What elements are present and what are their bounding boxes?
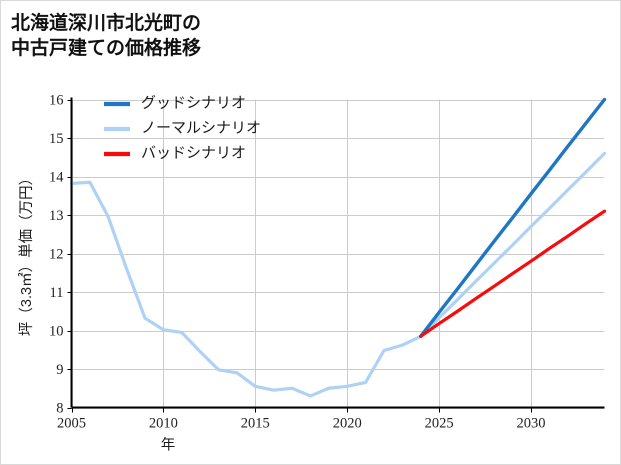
x-tick-label: 2005 [57, 416, 86, 432]
series-lines [69, 97, 607, 398]
axis-labels: 年 坪（3.3㎡）単価（万円） [18, 171, 175, 454]
legend-label-2: バッドシナリオ [141, 145, 246, 161]
page-title: 北海道深川市北光町の 中古戸建ての価格推移 [11, 13, 202, 60]
y-tick-label: 9 [56, 362, 63, 378]
legend-label-1: ノーマルシナリオ [141, 120, 261, 136]
x-axis-label: 年 [161, 437, 176, 454]
y-tick-label: 10 [49, 324, 64, 340]
y-tick-label: 8 [56, 401, 63, 417]
series-line-グッドシナリオ [419, 97, 607, 338]
y-tick-label: 12 [49, 247, 64, 263]
axis-ticks: 8 9 10 11 12 13 14 15 16 2005 2010 2015 2020 2025 2030 [49, 93, 545, 432]
y-axis-label: 坪（3.3㎡）単価（万円） [18, 171, 35, 336]
y-tick-label: 16 [49, 93, 64, 109]
y-tick-label: 11 [50, 285, 64, 301]
x-tick-label: 2020 [333, 416, 362, 432]
y-tick-label: 15 [49, 131, 64, 147]
axis-spines [70, 97, 605, 409]
x-tick-label: 2015 [241, 416, 270, 432]
legend-label-0: グッドシナリオ [141, 94, 246, 111]
y-tick-label: 13 [49, 208, 64, 224]
y-tick-label: 14 [49, 170, 64, 186]
x-tick-label: 2030 [516, 416, 545, 432]
x-tick-label: 2025 [425, 416, 454, 432]
series-line-ノーマルシナリオ [69, 151, 607, 398]
series-line-バッドシナリオ [419, 209, 607, 338]
x-tick-label: 2010 [149, 416, 178, 432]
